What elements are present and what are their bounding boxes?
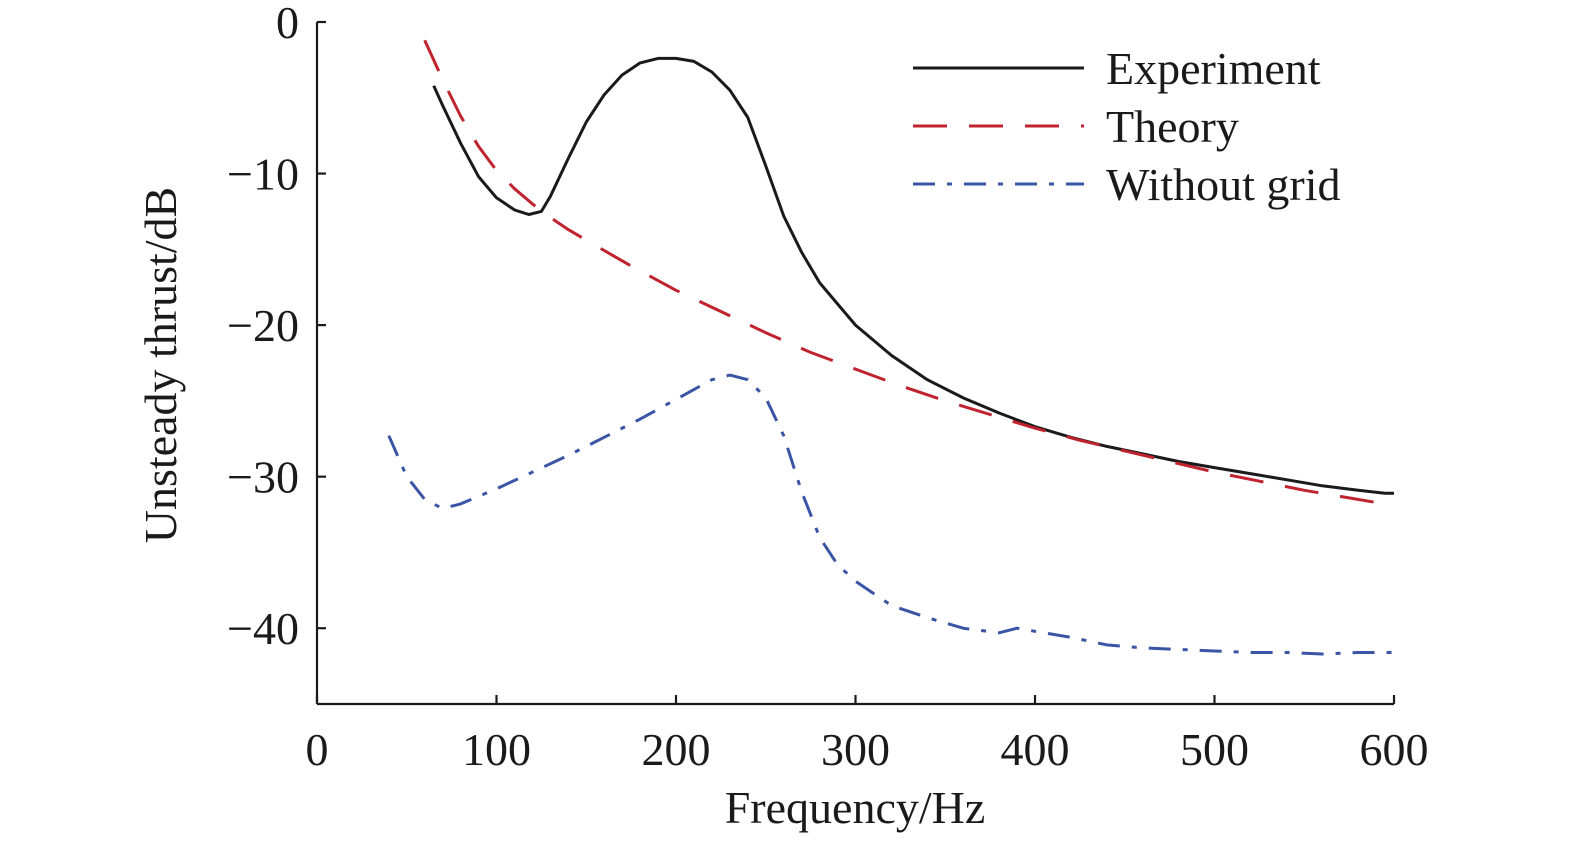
series-line-experiment (432, 56, 1394, 495)
x-tick-label: 500 (1180, 724, 1249, 775)
series-line-without-grid (387, 373, 1394, 656)
legend-label-theory: Theory (1106, 101, 1239, 152)
x-tick-label: 300 (821, 724, 890, 775)
x-tick-label: 200 (642, 724, 711, 775)
x-tick-label: 400 (1001, 724, 1070, 775)
y-tick-label: −10 (227, 149, 299, 200)
x-tick-label: 600 (1360, 724, 1429, 775)
series-group (387, 39, 1395, 656)
axes: 0 100 200 300 400 500 600 0 −10 −20 −30 −40 (227, 0, 1428, 775)
y-tick-label: −30 (227, 452, 299, 503)
y-axis-title: Unsteady thrust/dB (135, 187, 186, 543)
x-tick-label: 100 (462, 724, 531, 775)
legend-label-without-grid: Without grid (1106, 159, 1341, 210)
legend: Experiment Theory Without grid (913, 43, 1341, 210)
x-axis-title: Frequency/Hz (725, 782, 986, 833)
x-tick-label: 0 (306, 724, 329, 775)
legend-label-experiment: Experiment (1106, 43, 1321, 94)
y-tick-label: 0 (276, 0, 299, 48)
y-tick-label: −20 (227, 300, 299, 351)
series-line-theory (423, 39, 1395, 507)
y-tick-label: −40 (227, 603, 299, 654)
